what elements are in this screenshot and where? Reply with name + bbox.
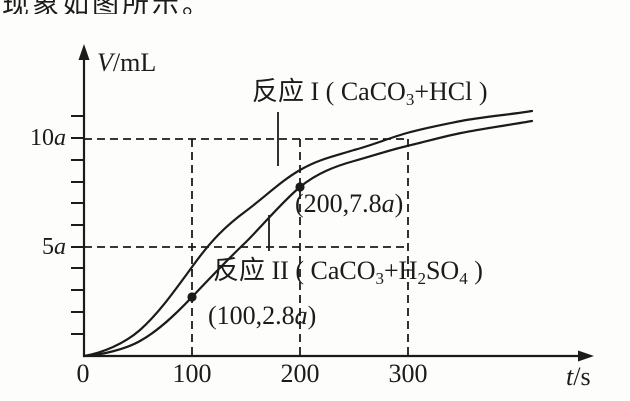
x-axis-arrow [578,350,594,362]
annotation-point-100-2.8a: (100,2.8a) [208,303,316,329]
x-tick-label-0: 0 [76,359,90,388]
y-axis-title: V/mL [97,50,156,76]
y5-variable: a [54,234,66,260]
x-axis-title-unit: /s [573,362,591,391]
point2-variable: a [381,189,395,218]
annotation-point-200-7.8a: (200,7.8a) [295,191,403,217]
curve2-label-text: 反应 II ( CaCO [213,256,376,285]
curve-reaction-1 [82,109,534,358]
curve2-label-sub3: 3 [375,269,384,288]
x-tick-label-100: 100 [172,359,212,388]
x-tick-label-200: 200 [280,359,320,388]
y-axis-arrow [78,44,90,60]
curve1-label-rest: +HCl ) [414,77,488,106]
y-tick-label-5a: 5a [24,235,66,259]
point2-close: ) [394,189,404,218]
y10-number: 10 [30,125,54,151]
data-point-100-2.8a [187,292,197,302]
curve2-label: 反应 II ( CaCO3+H2SO4 ) [213,256,483,288]
curve2-label-sub2: 2 [417,269,426,288]
curve2-label-h: +H [383,256,418,285]
point1-variable: a [294,301,308,330]
x-axis-title: t/s [566,364,591,390]
x-tick-label-300: 300 [388,359,428,388]
cropped-caption-text: 现象如图所示。 [2,0,226,14]
point1-text: (100,2.8 [208,301,295,330]
y-tick-label-10a: 10a [24,126,66,150]
curve1-label: 反应 I ( CaCO3+HCl ) [252,77,488,109]
x-axis-title-symbol: t [566,362,574,391]
y-axis-title-unit: /mL [112,48,157,77]
y-axis-ticks [71,115,84,335]
curve2-label-so: SO [425,256,460,285]
data-point-200-7.8a [295,182,305,192]
curve2-label-close: ) [467,256,483,285]
curve2-label-sub4: 4 [459,269,468,288]
cropped-caption-fragment: 现象如图所示。 [2,0,212,14]
curve1-label-text: 反应 I ( CaCO [252,77,406,106]
point2-text: (200,7.8 [295,189,382,218]
curve1-label-sub3: 3 [405,90,415,109]
y10-variable: a [54,125,66,151]
y-axis-title-symbol: V [97,48,113,77]
y5-number: 5 [42,234,54,260]
point1-close: ) [307,301,317,330]
dashed-guides [84,138,409,356]
